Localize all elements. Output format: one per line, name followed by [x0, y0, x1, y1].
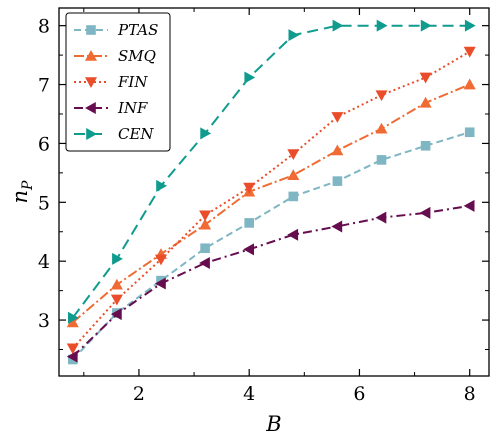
data-point-fin [331, 112, 344, 123]
data-point-inf [331, 220, 343, 233]
data-point-ptas [200, 243, 210, 254]
data-point-ptas [244, 218, 254, 228]
data-point-cen [464, 19, 476, 32]
legend-item-smq: SMQ [74, 47, 156, 65]
data-point-inf [419, 206, 431, 219]
data-point-ptas [376, 155, 387, 165]
data-point-fin [199, 210, 212, 222]
data-point-inf [66, 350, 78, 363]
data-point-ptas [288, 191, 299, 202]
data-point-ptas [464, 127, 475, 138]
series-cen [67, 19, 476, 324]
data-point-smq [110, 278, 123, 290]
series-line-ptas [72, 131, 470, 361]
data-point-cen [244, 71, 256, 84]
legend-label: INF [117, 99, 148, 117]
data-point-smq [375, 122, 388, 134]
legend-marker [85, 102, 96, 114]
data-point-fin [419, 72, 432, 84]
y-tick-label: 3 [38, 310, 50, 332]
legend-box [65, 12, 171, 152]
plot-frame [58, 7, 490, 377]
y-tick-label: 4 [38, 251, 50, 273]
data-point-inf [154, 277, 166, 290]
x-tick-label: 8 [464, 383, 476, 405]
legend-marker [86, 128, 97, 140]
legend-label: SMQ [118, 47, 156, 65]
data-point-cen [420, 19, 432, 32]
data-point-smq [419, 96, 432, 108]
legend-item-ptas: PTAS [74, 21, 158, 39]
data-point-inf [287, 228, 299, 241]
data-point-cen [67, 311, 79, 324]
series-layer [66, 19, 476, 365]
data-point-inf [375, 211, 387, 224]
legend-item-fin: FIN [74, 73, 148, 91]
data-point-cen [200, 127, 212, 140]
data-point-smq [331, 144, 344, 156]
y-tick-label: 5 [38, 192, 50, 214]
x-tick-label: 6 [353, 383, 365, 405]
y-axis-label-main: n [8, 190, 32, 204]
data-point-fin [154, 254, 167, 266]
y-axis-label: nP [8, 180, 36, 204]
x-tick-label: 4 [243, 383, 255, 405]
series-smq [66, 78, 476, 328]
data-point-inf [463, 199, 475, 212]
legend-item-inf: INF [74, 99, 148, 117]
data-point-inf [199, 256, 210, 269]
data-point-ptas [420, 140, 431, 151]
y-tick-label: 7 [38, 75, 50, 97]
data-point-smq [463, 78, 476, 90]
legend-marker [86, 25, 96, 35]
series-fin [66, 46, 476, 355]
ticks-layer: 2 4 6 8 3 4 5 6 7 8 [38, 8, 489, 405]
series-line-inf [72, 204, 470, 358]
x-tick-label: 2 [133, 383, 145, 405]
series-line-smq [72, 83, 471, 324]
x-axis-label: B [265, 412, 281, 436]
data-point-cen [156, 179, 167, 192]
data-point-inf [243, 243, 254, 256]
data-point-cen [376, 19, 388, 32]
legend-label: PTAS [117, 21, 158, 39]
legend-marker [85, 77, 97, 88]
series-ptas [67, 127, 475, 365]
data-point-fin [287, 149, 300, 161]
y-tick-label: 8 [38, 16, 50, 38]
data-point-ptas [332, 176, 343, 186]
series-line-cen [71, 24, 470, 319]
legend: PTAS SMQ FIN INF CEN [65, 12, 171, 152]
legend-item-cen: CEN [74, 125, 154, 143]
data-point-smq [66, 316, 79, 328]
y-axis-label-subscript: P [20, 180, 36, 191]
data-point-smq [287, 169, 300, 181]
series-line-fin [72, 50, 471, 349]
legend-label: FIN [117, 73, 148, 91]
data-point-fin [66, 343, 79, 355]
data-point-fin [375, 90, 388, 102]
y-tick-label: 6 [38, 133, 50, 155]
data-point-cen [112, 252, 123, 265]
data-point-smq [199, 218, 212, 230]
data-point-fin [463, 46, 476, 58]
data-point-inf [110, 308, 122, 321]
data-point-cen [288, 29, 300, 42]
data-point-fin [110, 294, 123, 306]
legend-label: CEN [118, 125, 154, 143]
legend-marker [85, 50, 97, 61]
data-point-fin [243, 182, 256, 194]
series-inf [66, 199, 475, 363]
data-point-cen [332, 19, 344, 32]
